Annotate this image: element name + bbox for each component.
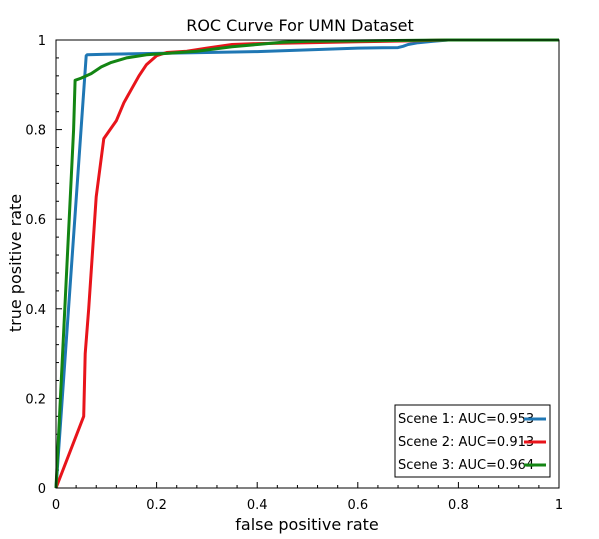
x-tick-label: 0 xyxy=(52,498,60,513)
series-layer xyxy=(54,38,559,489)
x-tick-label: 0.4 xyxy=(247,498,268,513)
y-tick-label: 0.6 xyxy=(25,213,46,228)
x-tick-label: 0.6 xyxy=(347,498,368,513)
plot-area-frame xyxy=(55,39,560,489)
y-axis-label: true positive rate xyxy=(6,194,25,332)
y-tick-label: 0.2 xyxy=(25,392,46,407)
legend: Scene 1: AUC=0.953 Scene 2: AUC=0.913 Scen… xyxy=(394,404,551,478)
axis-ticks: 0 0.2 0.4 0.6 0.8 1 0 0.2 0.4 0.6 0.8 1 xyxy=(25,34,563,513)
legend-label-2: Scene 2: AUC=0.913 xyxy=(398,435,534,450)
y-tick-label: 1 xyxy=(38,34,46,49)
x-tick-label: 0.8 xyxy=(448,498,469,513)
legend-label-3: Scene 3: AUC=0.964 xyxy=(398,458,534,473)
y-tick-label: 0.8 xyxy=(25,124,46,139)
legend-label-1: Scene 1: AUC=0.953 xyxy=(398,412,534,427)
y-tick-label: 0 xyxy=(38,482,46,497)
chart-title: ROC Curve For UMN Dataset xyxy=(186,16,414,35)
x-tick-label: 1 xyxy=(555,498,563,513)
x-tick-label: 0.2 xyxy=(146,498,167,513)
x-axis-label: false positive rate xyxy=(235,515,379,534)
y-tick-label: 0.4 xyxy=(25,303,46,318)
series-line-3 xyxy=(54,38,559,489)
series-line-1 xyxy=(54,38,559,489)
